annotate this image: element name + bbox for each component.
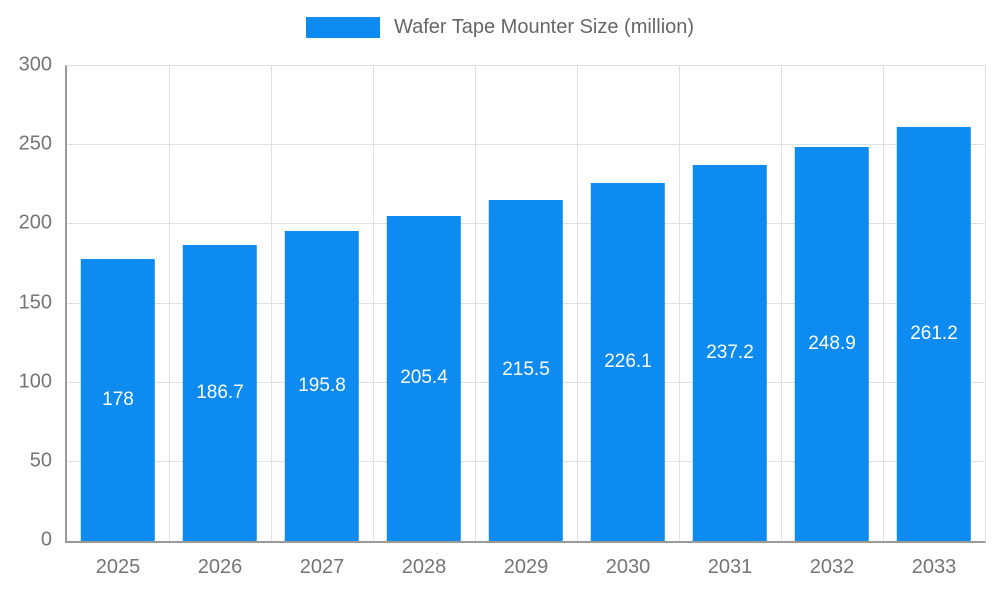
gridline (678, 66, 680, 541)
gridline (67, 144, 985, 146)
bar: 237.2 (692, 165, 768, 541)
legend-label: Wafer Tape Mounter Size (million) (393, 16, 695, 38)
gridline (577, 66, 578, 541)
bar: 261.2 (896, 127, 972, 541)
bar-value-label: 248.9 (808, 332, 856, 354)
legend-swatch-icon (305, 17, 380, 38)
x-axis: 2025 2026 2027 2028 2029 2030 2031 2032 2033 (67, 556, 985, 586)
y-axis: 0 50 100 150 200 250 300 (0, 54, 52, 551)
bar-value-label: 195.8 (298, 374, 346, 396)
x-axis-tick-label: 2028 (401, 556, 447, 578)
bar-value-label: 237.2 (706, 342, 754, 364)
x-axis-tick-label: 2029 (503, 556, 549, 578)
plot-area: 178 186.7 195.8 205.4 215.5 226.1 237.2 248.9 26… (65, 65, 986, 543)
x-axis-tick-label: 2033 (911, 556, 957, 578)
y-axis-tick-label: 200 (18, 211, 52, 234)
gridline (271, 66, 272, 541)
bar-value-label: 205.4 (400, 367, 448, 389)
gridline (781, 66, 782, 541)
y-axis-tick-label: 100 (18, 370, 52, 393)
x-axis-tick-label: 2026 (197, 556, 243, 578)
gridline (475, 66, 476, 541)
bar: 178 (80, 259, 156, 541)
bar-value-label: 226.1 (604, 351, 652, 372)
x-axis-tick-label: 2030 (605, 556, 651, 578)
y-axis-tick-label: 150 (18, 291, 52, 313)
bar: 248.9 (794, 146, 870, 541)
chart-legend[interactable]: Wafer Tape Mounter Size (million) (0, 16, 1000, 39)
y-axis-tick-label: 50 (29, 449, 52, 472)
bar: 195.8 (284, 230, 360, 541)
gridline (372, 66, 374, 541)
bar: 205.4 (386, 215, 462, 541)
bar-value-label: 178 (102, 389, 134, 411)
bar-value-label: 186.7 (196, 382, 244, 404)
y-axis-tick-label: 300 (18, 53, 52, 76)
x-axis-tick-label: 2027 (299, 556, 345, 578)
bar-value-label: 215.5 (502, 359, 550, 381)
y-axis-tick-label: 250 (18, 132, 52, 155)
x-axis-tick-label: 2025 (95, 556, 141, 578)
bar: 226.1 (590, 183, 666, 541)
gridline (169, 66, 170, 541)
x-axis-tick-label: 2031 (707, 556, 753, 578)
bar-value-label: 261.2 (910, 323, 958, 345)
gridline (883, 66, 884, 541)
bar: 186.7 (182, 245, 258, 541)
y-axis-tick-label: 0 (40, 528, 52, 551)
bar: 215.5 (488, 199, 564, 541)
x-axis-tick-label: 2032 (809, 556, 855, 578)
